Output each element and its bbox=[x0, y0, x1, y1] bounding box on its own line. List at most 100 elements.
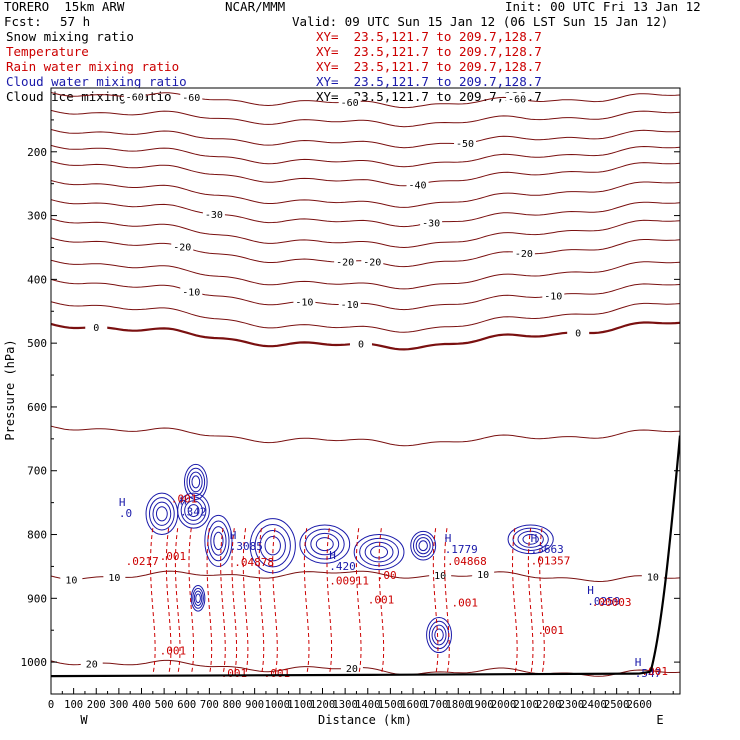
x-tick-label: 1500 bbox=[378, 699, 403, 711]
rain-label: .001 bbox=[264, 667, 291, 680]
isotherm-label-bg bbox=[338, 297, 361, 309]
cloud-water-contour bbox=[183, 463, 208, 500]
isotherm-label: 10 bbox=[647, 573, 659, 584]
center-label: NCAR/MMM bbox=[225, 0, 286, 14]
isotherm-m35 bbox=[51, 180, 680, 208]
rain-contour bbox=[150, 528, 156, 675]
x-tick-label: 2500 bbox=[604, 699, 629, 711]
isotherm-5 bbox=[51, 425, 680, 447]
high-value: .420 bbox=[329, 560, 356, 573]
isotherm-label-bg bbox=[506, 92, 529, 104]
cloud-water-contour bbox=[415, 537, 431, 555]
y-tick-label: 800 bbox=[27, 529, 47, 542]
x-tick-label: 0 bbox=[48, 699, 54, 711]
x-tick-label: 800 bbox=[223, 699, 242, 711]
rain-label: .001 bbox=[171, 493, 198, 506]
cloud-water-contour bbox=[204, 514, 233, 567]
y-tick-label: 500 bbox=[27, 337, 47, 350]
cloud-water-contour bbox=[207, 520, 230, 562]
rain-contour bbox=[378, 528, 385, 675]
x-tick-label: 1000 bbox=[265, 699, 290, 711]
isotherm-label-bg bbox=[202, 208, 225, 220]
isotherm-m25 bbox=[51, 218, 680, 249]
rain-contour bbox=[272, 528, 278, 675]
isotherm-10 bbox=[51, 570, 680, 583]
rain-contour bbox=[303, 528, 310, 675]
high-value: .342 bbox=[180, 506, 207, 519]
isotherm-m40 bbox=[51, 160, 680, 187]
isotherm-label-bg bbox=[542, 289, 565, 301]
rain-contour bbox=[231, 528, 238, 675]
isotherm-label-bg bbox=[293, 295, 316, 307]
x-tick-label: 1600 bbox=[400, 699, 425, 711]
legend-snow-xy: XY= 23.5,121.7 to 209.7,128.7 bbox=[316, 29, 542, 44]
rain-label: .001 bbox=[160, 644, 187, 657]
init-time: Init: 00 UTC Fri 13 Jan 12 bbox=[505, 0, 701, 14]
rain-label: .001 bbox=[221, 667, 248, 680]
isotherm-label-bg bbox=[454, 137, 477, 149]
x-tick-label: 1800 bbox=[446, 699, 471, 711]
rain-contour bbox=[220, 528, 226, 675]
rain-contour bbox=[527, 528, 534, 675]
cloud-water-contour bbox=[177, 492, 210, 529]
isotherm-label: -40 bbox=[409, 180, 427, 191]
isotherm-m15 bbox=[51, 259, 680, 290]
isotherm-label: -60 bbox=[126, 93, 144, 104]
rain-contour bbox=[326, 528, 333, 675]
x-tick-label: 700 bbox=[200, 699, 219, 711]
rain-label: .001 bbox=[537, 624, 564, 637]
isotherm-label-bg bbox=[429, 569, 452, 581]
legend-temperature: Temperature bbox=[6, 44, 89, 59]
isotherm-label-bg bbox=[103, 570, 126, 582]
isotherm-label: 0 bbox=[93, 323, 99, 334]
isotherm-label-bg bbox=[361, 255, 384, 267]
legend-rain-xy: XY= 23.5,121.7 to 209.7,128.7 bbox=[316, 59, 542, 74]
rain-contour bbox=[355, 528, 362, 675]
isotherm-label: 10 bbox=[108, 573, 120, 584]
cloud-water-contour bbox=[264, 535, 281, 556]
cloud-water-contour bbox=[195, 593, 201, 604]
isotherm-label: -20 bbox=[173, 243, 191, 254]
isotherm-label: 10 bbox=[65, 575, 77, 586]
rain-contour bbox=[444, 528, 450, 675]
cloud-water-contour bbox=[412, 533, 434, 558]
isotherm-label-bg bbox=[472, 567, 495, 579]
isotherm-m5 bbox=[51, 301, 680, 333]
isotherm-m55 bbox=[51, 109, 680, 128]
cloud-water-contour bbox=[149, 497, 175, 531]
x-tick-label: 1100 bbox=[287, 699, 312, 711]
cloud-water-contour bbox=[299, 524, 351, 564]
cloud-water-contour bbox=[155, 506, 168, 522]
isotherm-label-bg bbox=[85, 321, 108, 333]
isotherm-label: -10 bbox=[182, 287, 200, 298]
rain-contour bbox=[242, 528, 249, 675]
legend-cloud-water: Cloud water mixing ratio bbox=[6, 74, 187, 89]
y-tick-label: 600 bbox=[27, 401, 47, 414]
model-title: TORERO 15km ARW bbox=[4, 0, 125, 14]
isotherm-label-bg bbox=[349, 337, 372, 349]
x-tick-label: 300 bbox=[109, 699, 128, 711]
cloud-water-contour bbox=[431, 624, 447, 646]
cloud-water-contour bbox=[315, 537, 334, 552]
rain-contour bbox=[174, 528, 181, 675]
isotherm-label: -60 bbox=[508, 95, 526, 106]
cloud-water-contour bbox=[507, 524, 554, 555]
y-tick-label: 1000 bbox=[21, 656, 48, 669]
isotherm-label-bg bbox=[641, 570, 664, 582]
isotherm-label: -20 bbox=[515, 249, 533, 260]
isotherm-label-bg bbox=[340, 661, 363, 673]
rain-label: .00911 bbox=[329, 574, 369, 587]
y-tick-label: 700 bbox=[27, 465, 47, 478]
rain-label: .001 bbox=[160, 550, 187, 563]
isotherm-m50 bbox=[51, 129, 680, 149]
high-marker: H bbox=[531, 532, 538, 545]
cloud-water-contour bbox=[188, 471, 203, 493]
isotherm-label-bg bbox=[80, 657, 103, 669]
isotherm-label: -20 bbox=[363, 257, 381, 268]
cloud-water-contour bbox=[180, 496, 207, 525]
high-value: .3663 bbox=[531, 543, 564, 556]
x-tick-label: 2200 bbox=[536, 699, 561, 711]
high-marker: H bbox=[329, 549, 336, 562]
isotherm-label: 0 bbox=[575, 329, 581, 340]
cloud-water-contour bbox=[213, 531, 224, 551]
